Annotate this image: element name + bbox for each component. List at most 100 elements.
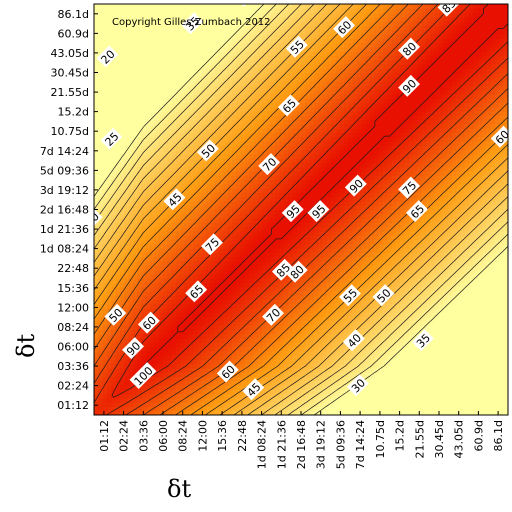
heatmap-cell: [158, 243, 164, 249]
heatmap-cell: [158, 12, 164, 18]
heatmap-cell: [175, 380, 181, 386]
heatmap-cell: [253, 42, 259, 48]
heatmap-cell: [102, 68, 108, 74]
heatmap-cell: [227, 316, 233, 322]
heatmap-cell: [296, 256, 302, 262]
heatmap-cell: [102, 72, 108, 78]
heatmap-cell: [219, 123, 224, 129]
heatmap-cell: [167, 183, 173, 189]
heatmap-cell: [283, 307, 289, 313]
heatmap-cell: [201, 239, 207, 245]
heatmap-cell: [244, 248, 250, 253]
heatmap-cell: [292, 312, 298, 318]
heatmap-cell: [193, 141, 199, 146]
heatmap-cell: [223, 410, 229, 415]
heatmap-cell: [102, 269, 108, 275]
heatmap-cell: [279, 179, 285, 185]
heatmap-cell: [305, 376, 311, 382]
heatmap-cell: [240, 200, 246, 206]
heatmap-cell: [262, 59, 268, 65]
heatmap-cell: [106, 12, 112, 18]
heatmap-cell: [305, 290, 311, 296]
heatmap-cell: [313, 239, 319, 245]
heatmap-cell: [236, 252, 242, 258]
heatmap-cell: [184, 299, 190, 305]
heatmap-cell: [257, 363, 263, 369]
heatmap-cell: [154, 179, 160, 185]
heatmap-cell: [158, 397, 164, 403]
heatmap-cell: [94, 153, 99, 159]
heatmap-cell: [270, 252, 276, 258]
heatmap-cell: [244, 42, 250, 48]
heatmap-cell: [292, 136, 298, 142]
heatmap-cell: [253, 4, 259, 9]
heatmap-cell: [175, 106, 181, 112]
heatmap-cell: [214, 248, 220, 253]
heatmap-cell: [201, 248, 207, 253]
heatmap-cell: [283, 290, 289, 296]
heatmap-cell: [175, 12, 181, 18]
heatmap-cell: [266, 25, 272, 31]
heatmap-cell: [94, 42, 99, 48]
heatmap-cell: [106, 85, 112, 91]
heatmap-cell: [184, 153, 190, 159]
heatmap-cell: [132, 239, 138, 245]
heatmap-cell: [210, 252, 216, 258]
heatmap-cell: [296, 316, 302, 322]
heatmap-cell: [232, 265, 237, 271]
heatmap-cell: [111, 385, 117, 390]
heatmap-cell: [175, 320, 181, 326]
heatmap-cell: [288, 188, 293, 193]
heatmap-cell: [249, 29, 255, 35]
heatmap-cell: [171, 389, 177, 395]
heatmap-cell: [305, 299, 311, 305]
heatmap-cell: [283, 81, 289, 86]
heatmap-cell: [201, 123, 207, 129]
heatmap-cell: [249, 307, 255, 313]
heatmap-cell: [253, 8, 259, 14]
heatmap-cell: [227, 303, 233, 309]
heatmap-cell: [188, 385, 194, 390]
heatmap-cell: [115, 12, 121, 18]
heatmap-cell: [275, 29, 281, 35]
heatmap-cell: [296, 218, 302, 223]
heatmap-cell: [106, 295, 112, 301]
heatmap-cell: [98, 350, 104, 356]
heatmap-cell: [150, 81, 155, 86]
heatmap-cell: [188, 307, 194, 313]
heatmap-cell: [210, 303, 216, 309]
heatmap-cell: [111, 209, 117, 215]
heatmap-cell: [288, 307, 293, 313]
heatmap-cell: [288, 372, 293, 378]
heatmap-cell: [163, 226, 168, 232]
heatmap-cell: [124, 51, 130, 56]
heatmap-cell: [163, 342, 168, 348]
heatmap-cell: [197, 273, 203, 279]
heatmap-cell: [253, 320, 259, 326]
heatmap-cell: [197, 325, 203, 330]
heatmap-cell: [193, 93, 199, 99]
heatmap-cell: [102, 115, 108, 121]
heatmap-cell: [309, 205, 315, 211]
heatmap-cell: [188, 63, 194, 69]
heatmap-cell: [240, 72, 246, 78]
heatmap-cell: [266, 136, 272, 142]
heatmap-cell: [288, 196, 293, 202]
heatmap-cell: [184, 170, 190, 176]
heatmap-cell: [167, 170, 173, 176]
heatmap-cell: [219, 342, 224, 348]
heatmap-cell: [141, 153, 147, 159]
heatmap-cell: [188, 93, 194, 99]
heatmap-cell: [124, 162, 130, 168]
heatmap-cell: [115, 230, 121, 236]
heatmap-cell: [275, 175, 281, 181]
heatmap-cell: [128, 4, 134, 9]
heatmap-cell: [111, 239, 117, 245]
heatmap-cell: [249, 222, 255, 228]
heatmap-cell: [150, 51, 155, 56]
heatmap-cell: [283, 136, 289, 142]
heatmap-cell: [257, 372, 263, 378]
heatmap-cell: [270, 260, 276, 266]
heatmap-cell: [111, 29, 117, 35]
heatmap-cell: [257, 38, 263, 44]
